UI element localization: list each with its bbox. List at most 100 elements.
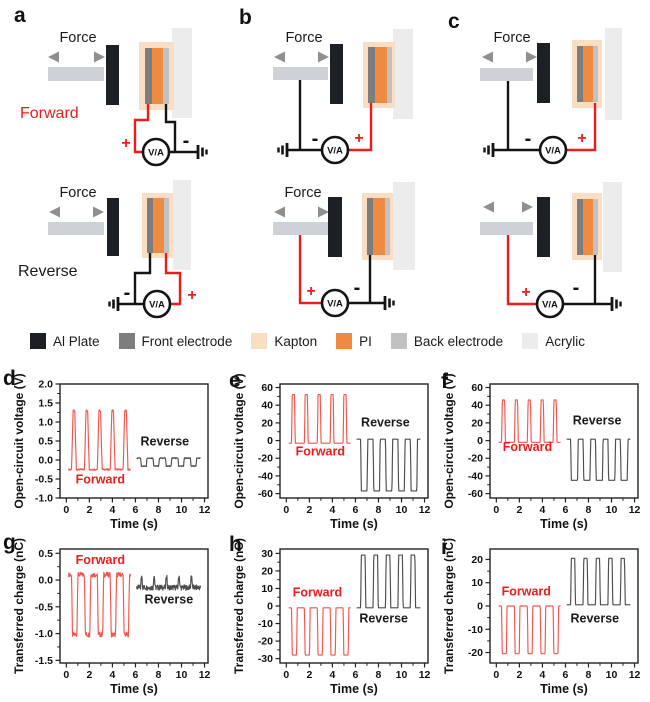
x-tick-label: 6 (563, 669, 569, 681)
shaker-arm (480, 68, 533, 81)
series-label-reverse: Reverse (359, 612, 408, 626)
trace-reverse (356, 438, 421, 492)
force-arrowhead-left (274, 206, 285, 218)
x-axis-label: Time (s) (540, 682, 588, 696)
ground-symbol (483, 143, 495, 157)
series-label-forward: Forward (76, 553, 125, 567)
x-tick-label: 6 (353, 669, 359, 681)
x-tick-label: 8 (156, 669, 162, 681)
back-electrode (164, 198, 169, 253)
pi-layer (375, 47, 387, 103)
y-tick-label: 60 (261, 382, 273, 394)
x-tick-label: 0 (493, 504, 499, 516)
wire-black (563, 255, 612, 306)
x-tick-label: 4 (109, 669, 115, 681)
x-tick-label: 4 (329, 669, 335, 681)
back-electrode (593, 199, 598, 255)
y-tick-label: 1.0 (38, 417, 53, 429)
wire-red (566, 103, 597, 152)
y-tick-label: 0 (477, 435, 483, 447)
x-tick-label: 10 (396, 504, 408, 516)
shaker-arm (48, 67, 104, 81)
minus-sign: - (312, 128, 319, 150)
wire-black (287, 80, 322, 152)
y-tick-label: 0 (267, 601, 273, 613)
trace-forward (288, 394, 351, 444)
y-tick-label: -1.0 (35, 628, 53, 640)
al-plate-swatch (30, 333, 46, 349)
x-axis-label: Time (s) (110, 682, 158, 696)
plus-sign: + (521, 284, 530, 301)
front-electrode (147, 198, 153, 253)
y-tick-label: -0.5 (35, 601, 53, 613)
wire-black (164, 104, 198, 154)
back-electrode (593, 46, 598, 102)
force-label: Force (59, 30, 96, 46)
y-tick-label: 20 (261, 565, 273, 577)
y-tick-label: 20 (471, 554, 483, 566)
al-plate (328, 197, 342, 257)
force-arrowhead-right (318, 206, 329, 218)
diagram-c-forward: Force V/A - + (480, 28, 622, 165)
series-label-forward: Forward (502, 585, 551, 599)
force-arrowhead-left (48, 51, 59, 63)
y-tick-label: -20 (468, 453, 483, 465)
va-meter (141, 137, 171, 167)
x-tick-label: 6 (133, 669, 139, 681)
front-electrode (577, 199, 583, 255)
y-tick-label: -10 (468, 624, 483, 636)
minus-sign: - (573, 277, 580, 299)
plus-sign: + (354, 130, 363, 147)
x-tick-label: 2 (86, 669, 92, 681)
front-electrode (577, 46, 583, 102)
plot-border (279, 548, 429, 664)
x-tick-label: 2 (306, 504, 312, 516)
x-tick-label: 12 (199, 669, 211, 681)
panel-label-e: e (229, 369, 241, 392)
va-meter-label: V/A (327, 146, 343, 157)
x-tick-label: 2 (516, 504, 522, 516)
panel-label-c: c (448, 10, 460, 33)
panel-label-b: b (239, 6, 252, 29)
x-tick-label: 12 (629, 669, 641, 681)
diagram-c-reverse: V/A + - (480, 182, 622, 319)
panel-label-a: a (14, 4, 26, 27)
va-meter (535, 289, 565, 319)
al-plate (106, 45, 119, 105)
plus-sign: + (187, 287, 196, 304)
acrylic-plate (393, 182, 415, 270)
pi-layer (373, 198, 385, 255)
series-label-forward: Forward (296, 445, 345, 459)
y-tick-label: 0.0 (38, 455, 53, 467)
y-tick-label: 10 (471, 577, 483, 589)
panel-label-g: g (3, 531, 16, 554)
x-tick-label: 10 (176, 669, 188, 681)
va-meter-label: V/A (327, 299, 343, 310)
acrylic-swatch (522, 333, 539, 349)
y-tick-label: -1.0 (35, 493, 53, 505)
y-tick-label: -1.5 (35, 655, 53, 667)
pi-layer (152, 48, 163, 104)
x-tick-label: 10 (606, 504, 618, 516)
x-tick-label: 8 (376, 669, 382, 681)
x-tick-label: 8 (586, 504, 592, 516)
legend-item-back-electrode: Back electrode (390, 333, 503, 349)
y-tick-label: 40 (471, 400, 483, 412)
diagram-a-forward: Force Forward V/A + - (20, 28, 208, 167)
series-label-reverse: Reverse (573, 414, 622, 428)
x-tick-label: 8 (156, 504, 162, 516)
x-tick-label: 8 (586, 669, 592, 681)
va-meter (320, 288, 350, 318)
acrylic-plate (605, 28, 622, 120)
x-tick-label: 8 (376, 504, 382, 516)
y-tick-label: -40 (258, 470, 273, 482)
trace-forward (498, 399, 561, 443)
force-label: Force (493, 30, 530, 46)
legend-label: PI (359, 333, 372, 349)
shaker-arm (273, 67, 328, 80)
force-arrowhead-right (318, 51, 329, 63)
force-arrowhead-left (49, 206, 60, 218)
shaker-arm (273, 222, 328, 235)
legend-item-acrylic: Acrylic (522, 333, 585, 349)
